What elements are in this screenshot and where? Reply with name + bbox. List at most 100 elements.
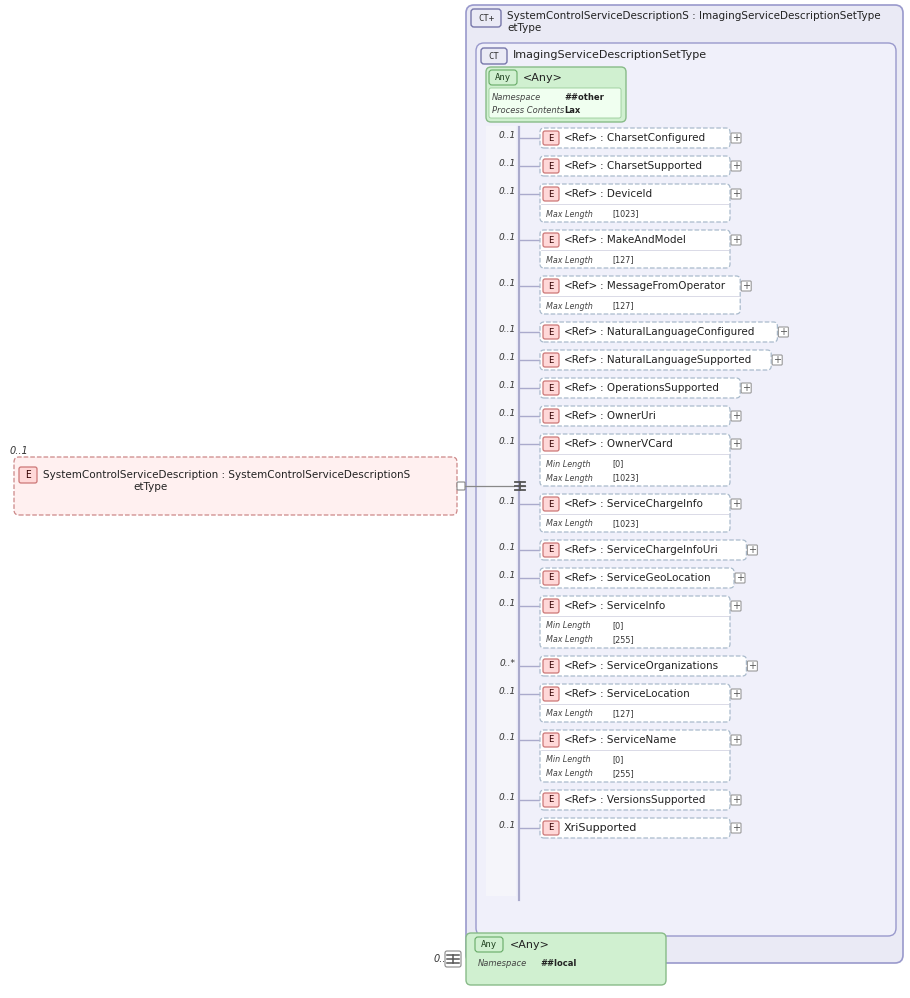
Text: E: E — [549, 327, 553, 336]
Text: Max Length: Max Length — [546, 255, 593, 264]
Text: : ServiceChargeInfo: : ServiceChargeInfo — [600, 499, 703, 509]
FancyBboxPatch shape — [543, 821, 559, 835]
FancyBboxPatch shape — [445, 951, 461, 967]
Text: 0..1: 0..1 — [499, 187, 516, 196]
Text: SystemControlServiceDescriptionS : ImagingServiceDescriptionSetType: SystemControlServiceDescriptionS : Imagi… — [507, 11, 881, 21]
Text: [1023]: [1023] — [612, 520, 639, 529]
FancyBboxPatch shape — [540, 378, 740, 398]
Text: : CharsetSupported: : CharsetSupported — [600, 161, 702, 171]
FancyBboxPatch shape — [731, 499, 741, 509]
Text: : OperationsSupported: : OperationsSupported — [600, 383, 719, 393]
Text: 0..1: 0..1 — [499, 437, 516, 446]
Text: <Any>: <Any> — [510, 939, 550, 949]
Text: +: + — [732, 795, 740, 805]
Text: Max Length: Max Length — [546, 636, 593, 645]
FancyBboxPatch shape — [747, 661, 757, 671]
Text: Any: Any — [481, 940, 497, 949]
Text: Namespace: Namespace — [492, 93, 541, 102]
Text: <Ref>: <Ref> — [564, 327, 598, 337]
FancyBboxPatch shape — [773, 355, 783, 365]
Text: [127]: [127] — [612, 255, 633, 264]
FancyBboxPatch shape — [486, 67, 626, 122]
Text: : MessageFromOperator: : MessageFromOperator — [600, 281, 725, 291]
FancyBboxPatch shape — [543, 279, 559, 293]
Text: E: E — [549, 500, 553, 509]
FancyBboxPatch shape — [471, 9, 501, 27]
Text: +: + — [732, 735, 740, 745]
FancyBboxPatch shape — [735, 573, 745, 583]
FancyBboxPatch shape — [731, 133, 741, 143]
Text: 0..1: 0..1 — [499, 325, 516, 334]
Text: CT: CT — [489, 52, 500, 61]
Text: : NaturalLanguageSupported: : NaturalLanguageSupported — [600, 355, 752, 365]
Text: [0]: [0] — [612, 755, 623, 764]
Text: E: E — [549, 736, 553, 745]
Text: +: + — [748, 661, 756, 671]
Text: +: + — [732, 823, 740, 833]
Text: [0]: [0] — [612, 622, 623, 631]
FancyBboxPatch shape — [543, 381, 559, 395]
FancyBboxPatch shape — [543, 353, 559, 367]
Text: <Ref>: <Ref> — [564, 355, 598, 365]
Text: 0..1: 0..1 — [499, 233, 516, 242]
Text: : CharsetConfigured: : CharsetConfigured — [600, 133, 705, 143]
Text: <Any>: <Any> — [523, 73, 563, 83]
FancyBboxPatch shape — [543, 159, 559, 173]
Text: +: + — [732, 411, 740, 421]
FancyBboxPatch shape — [540, 656, 746, 676]
Text: 0..1: 0..1 — [499, 159, 516, 168]
Text: E: E — [549, 795, 553, 804]
Text: 0..1: 0..1 — [499, 687, 516, 696]
Text: : VersionsSupported: : VersionsSupported — [600, 795, 705, 805]
FancyBboxPatch shape — [731, 189, 741, 199]
Text: +: + — [732, 235, 740, 245]
FancyBboxPatch shape — [486, 126, 516, 896]
Text: +: + — [732, 499, 740, 509]
Text: E: E — [549, 602, 553, 611]
Text: +: + — [748, 545, 756, 555]
Text: Lax: Lax — [564, 106, 581, 115]
Text: Min Length: Min Length — [546, 459, 591, 468]
FancyBboxPatch shape — [466, 933, 666, 985]
Text: +: + — [774, 355, 781, 365]
FancyBboxPatch shape — [457, 482, 465, 490]
FancyBboxPatch shape — [540, 790, 730, 810]
FancyBboxPatch shape — [489, 88, 621, 118]
Text: +: + — [732, 601, 740, 611]
Text: E: E — [549, 355, 553, 364]
FancyBboxPatch shape — [540, 184, 730, 222]
FancyBboxPatch shape — [543, 599, 559, 613]
FancyBboxPatch shape — [543, 571, 559, 585]
Text: [255]: [255] — [612, 769, 633, 778]
Text: E: E — [549, 162, 553, 171]
FancyBboxPatch shape — [481, 48, 507, 64]
FancyBboxPatch shape — [476, 43, 896, 936]
Text: : ServiceGeoLocation: : ServiceGeoLocation — [600, 573, 711, 583]
FancyBboxPatch shape — [540, 540, 746, 560]
Text: [1023]: [1023] — [612, 210, 639, 219]
Text: <Ref>: <Ref> — [564, 189, 598, 199]
Text: Process Contents: Process Contents — [492, 106, 564, 115]
FancyBboxPatch shape — [543, 437, 559, 451]
FancyBboxPatch shape — [731, 439, 741, 449]
Text: E: E — [549, 281, 553, 290]
Text: ##local: ##local — [540, 958, 576, 967]
FancyBboxPatch shape — [543, 187, 559, 201]
FancyBboxPatch shape — [747, 545, 757, 555]
Text: Max Length: Max Length — [546, 520, 593, 529]
Text: : DeviceId: : DeviceId — [600, 189, 652, 199]
FancyBboxPatch shape — [543, 687, 559, 701]
Text: E: E — [549, 823, 553, 832]
FancyBboxPatch shape — [543, 659, 559, 673]
FancyBboxPatch shape — [731, 823, 741, 833]
Text: E: E — [549, 236, 553, 245]
Text: <Ref>: <Ref> — [564, 545, 598, 555]
Text: 0..1: 0..1 — [499, 497, 516, 506]
Text: 0..1: 0..1 — [499, 571, 516, 580]
Text: <Ref>: <Ref> — [564, 133, 598, 143]
Text: 0..1: 0..1 — [499, 733, 516, 742]
Text: CT+: CT+ — [478, 14, 494, 23]
FancyBboxPatch shape — [543, 543, 559, 557]
Text: Namespace: Namespace — [478, 958, 527, 967]
Text: E: E — [549, 134, 553, 143]
